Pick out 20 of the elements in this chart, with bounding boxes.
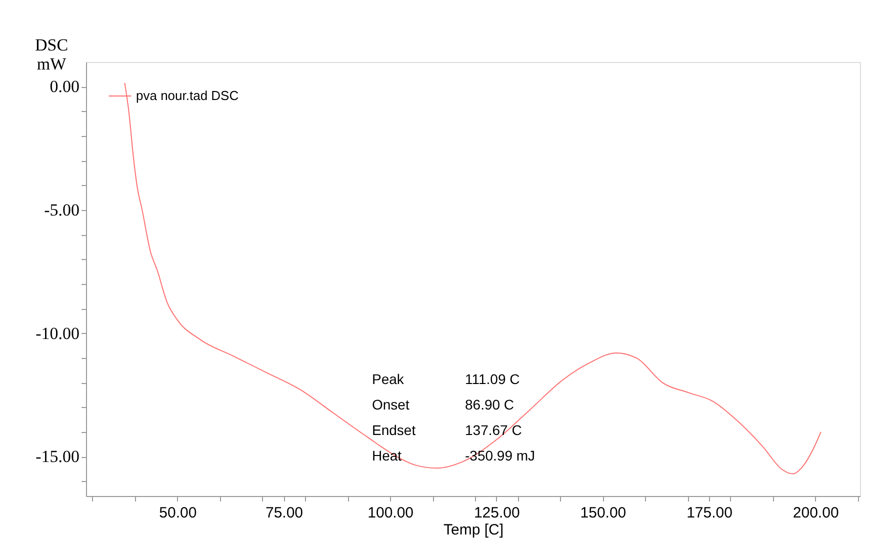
x-tick-label: 50.00 xyxy=(159,504,197,522)
y-tick-label: -15.00 xyxy=(36,447,80,466)
x-tick-label: 100.00 xyxy=(368,504,414,522)
annotation: 86.90 C xyxy=(465,396,514,412)
y-tick-label: -5.00 xyxy=(44,200,80,220)
y-tick-label: -10.00 xyxy=(36,324,80,343)
annotation: Endset xyxy=(372,422,416,438)
x-tick-label: 175.00 xyxy=(686,504,732,522)
annotation: 137.67 C xyxy=(465,422,522,438)
x-tick-label: 75.00 xyxy=(265,504,304,522)
y-axis-title: DSC mW xyxy=(34,36,68,74)
x-tick-label: 150.00 xyxy=(580,504,626,522)
x-tick-label: 125.00 xyxy=(474,504,520,522)
annotation: Onset xyxy=(372,396,410,412)
annotation: 111.09 C xyxy=(465,371,520,387)
x-axis-title: Temp [C] xyxy=(443,522,504,538)
legend-label: pva nour.tad DSC xyxy=(136,88,239,103)
annotation: Peak xyxy=(372,371,405,387)
y-tick-label: 0.00 xyxy=(50,77,80,96)
x-tick-label: 200.00 xyxy=(792,504,839,522)
